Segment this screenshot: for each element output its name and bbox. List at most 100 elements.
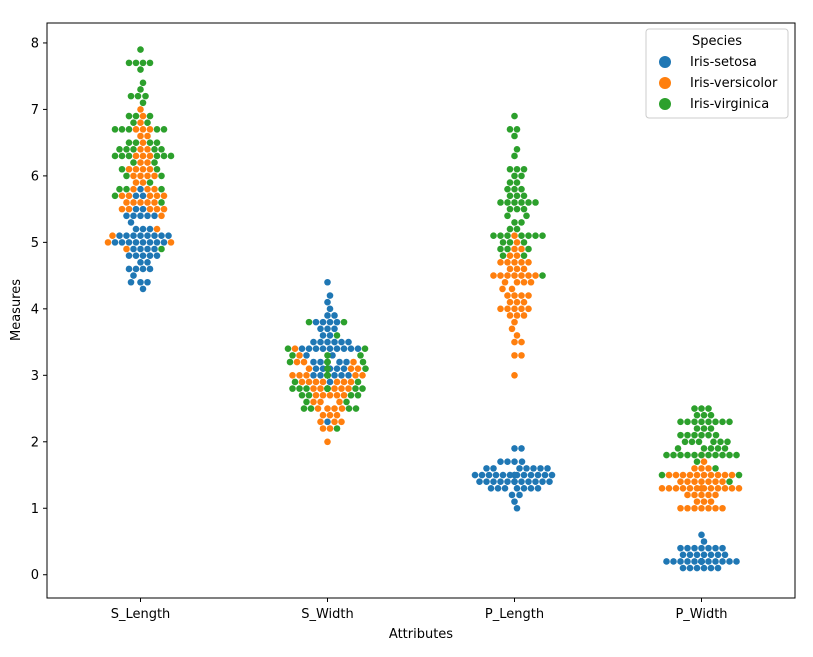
- data-point: [688, 438, 696, 446]
- data-point: [677, 451, 684, 459]
- data-point: [677, 544, 684, 552]
- data-point: [352, 405, 360, 412]
- data-point: [504, 305, 511, 313]
- data-point: [684, 558, 691, 565]
- data-point: [130, 146, 137, 153]
- data-point: [665, 471, 673, 479]
- data-point: [520, 165, 528, 173]
- data-point: [324, 312, 331, 319]
- data-point: [291, 378, 299, 386]
- data-point: [130, 172, 137, 180]
- data-point: [123, 245, 130, 253]
- data-point: [691, 405, 698, 412]
- data-point: [317, 358, 324, 366]
- data-point: [305, 345, 313, 353]
- y-tick-label: 7: [31, 103, 39, 118]
- data-point: [144, 185, 151, 193]
- data-point: [712, 418, 719, 426]
- data-point: [513, 179, 521, 186]
- data-point: [724, 438, 731, 446]
- data-point: [153, 126, 161, 133]
- data-point: [518, 185, 525, 193]
- data-point: [712, 431, 720, 439]
- data-point: [146, 112, 154, 120]
- data-point: [158, 212, 165, 220]
- data-point: [125, 265, 133, 273]
- data-point: [144, 278, 151, 286]
- data-point: [354, 365, 362, 372]
- data-point: [726, 478, 733, 485]
- data-point: [151, 245, 158, 253]
- data-point: [527, 278, 535, 286]
- data-point: [693, 471, 701, 479]
- data-point: [116, 232, 123, 240]
- data-point: [137, 119, 144, 127]
- data-point: [139, 192, 147, 200]
- data-point: [513, 225, 521, 233]
- data-point: [700, 551, 708, 559]
- data-point: [487, 485, 495, 492]
- data-point: [693, 498, 701, 505]
- data-point: [137, 232, 144, 240]
- legend-label-virginica: Iris-virginica: [690, 97, 769, 112]
- data-point: [340, 318, 348, 326]
- data-point: [677, 418, 684, 426]
- data-point: [347, 391, 355, 399]
- data-point: [483, 478, 490, 485]
- data-point: [326, 305, 334, 313]
- data-point: [499, 239, 507, 246]
- data-point: [139, 112, 147, 120]
- data-point: [146, 139, 154, 146]
- data-point: [714, 471, 722, 479]
- data-point: [513, 192, 521, 200]
- data-point: [130, 199, 137, 206]
- data-point: [516, 465, 523, 472]
- data-point: [352, 372, 359, 379]
- data-point: [684, 431, 691, 439]
- data-point: [520, 485, 528, 492]
- data-point: [312, 378, 320, 386]
- data-point: [305, 378, 313, 386]
- data-point: [707, 411, 715, 419]
- data-point: [710, 438, 717, 446]
- data-point: [324, 298, 331, 306]
- data-point: [698, 465, 705, 472]
- data-point: [130, 272, 137, 279]
- data-point: [497, 232, 504, 240]
- data-point: [139, 205, 147, 213]
- data-point: [118, 192, 126, 200]
- data-point: [132, 165, 140, 173]
- data-point: [160, 126, 168, 133]
- data-point: [333, 391, 341, 399]
- data-point: [548, 471, 556, 479]
- data-point: [284, 345, 292, 353]
- data-point: [511, 292, 518, 299]
- data-point: [324, 418, 331, 426]
- x-tick-label: P_Width: [675, 607, 727, 622]
- data-point: [303, 385, 310, 392]
- data-point: [511, 352, 518, 359]
- data-point: [527, 471, 535, 479]
- data-point: [508, 285, 516, 293]
- data-point: [338, 405, 346, 412]
- data-point: [125, 59, 133, 67]
- data-point: [298, 391, 306, 399]
- y-axis: 0 1 2 3 4 5 6 7 8: [31, 36, 47, 583]
- data-point: [518, 172, 525, 180]
- data-point: [698, 431, 705, 439]
- data-point: [354, 378, 362, 386]
- data-point: [511, 338, 518, 346]
- data-point: [137, 46, 144, 53]
- data-point: [303, 372, 310, 379]
- data-point: [139, 79, 147, 87]
- data-point: [686, 551, 694, 559]
- data-point: [137, 106, 144, 113]
- data-point: [506, 126, 514, 133]
- data-point: [735, 485, 743, 492]
- data-point: [333, 345, 341, 353]
- data-point: [663, 451, 670, 459]
- plot-frame: [46, 22, 796, 599]
- data-point: [520, 278, 528, 286]
- data-point: [350, 358, 357, 366]
- data-point: [513, 165, 521, 173]
